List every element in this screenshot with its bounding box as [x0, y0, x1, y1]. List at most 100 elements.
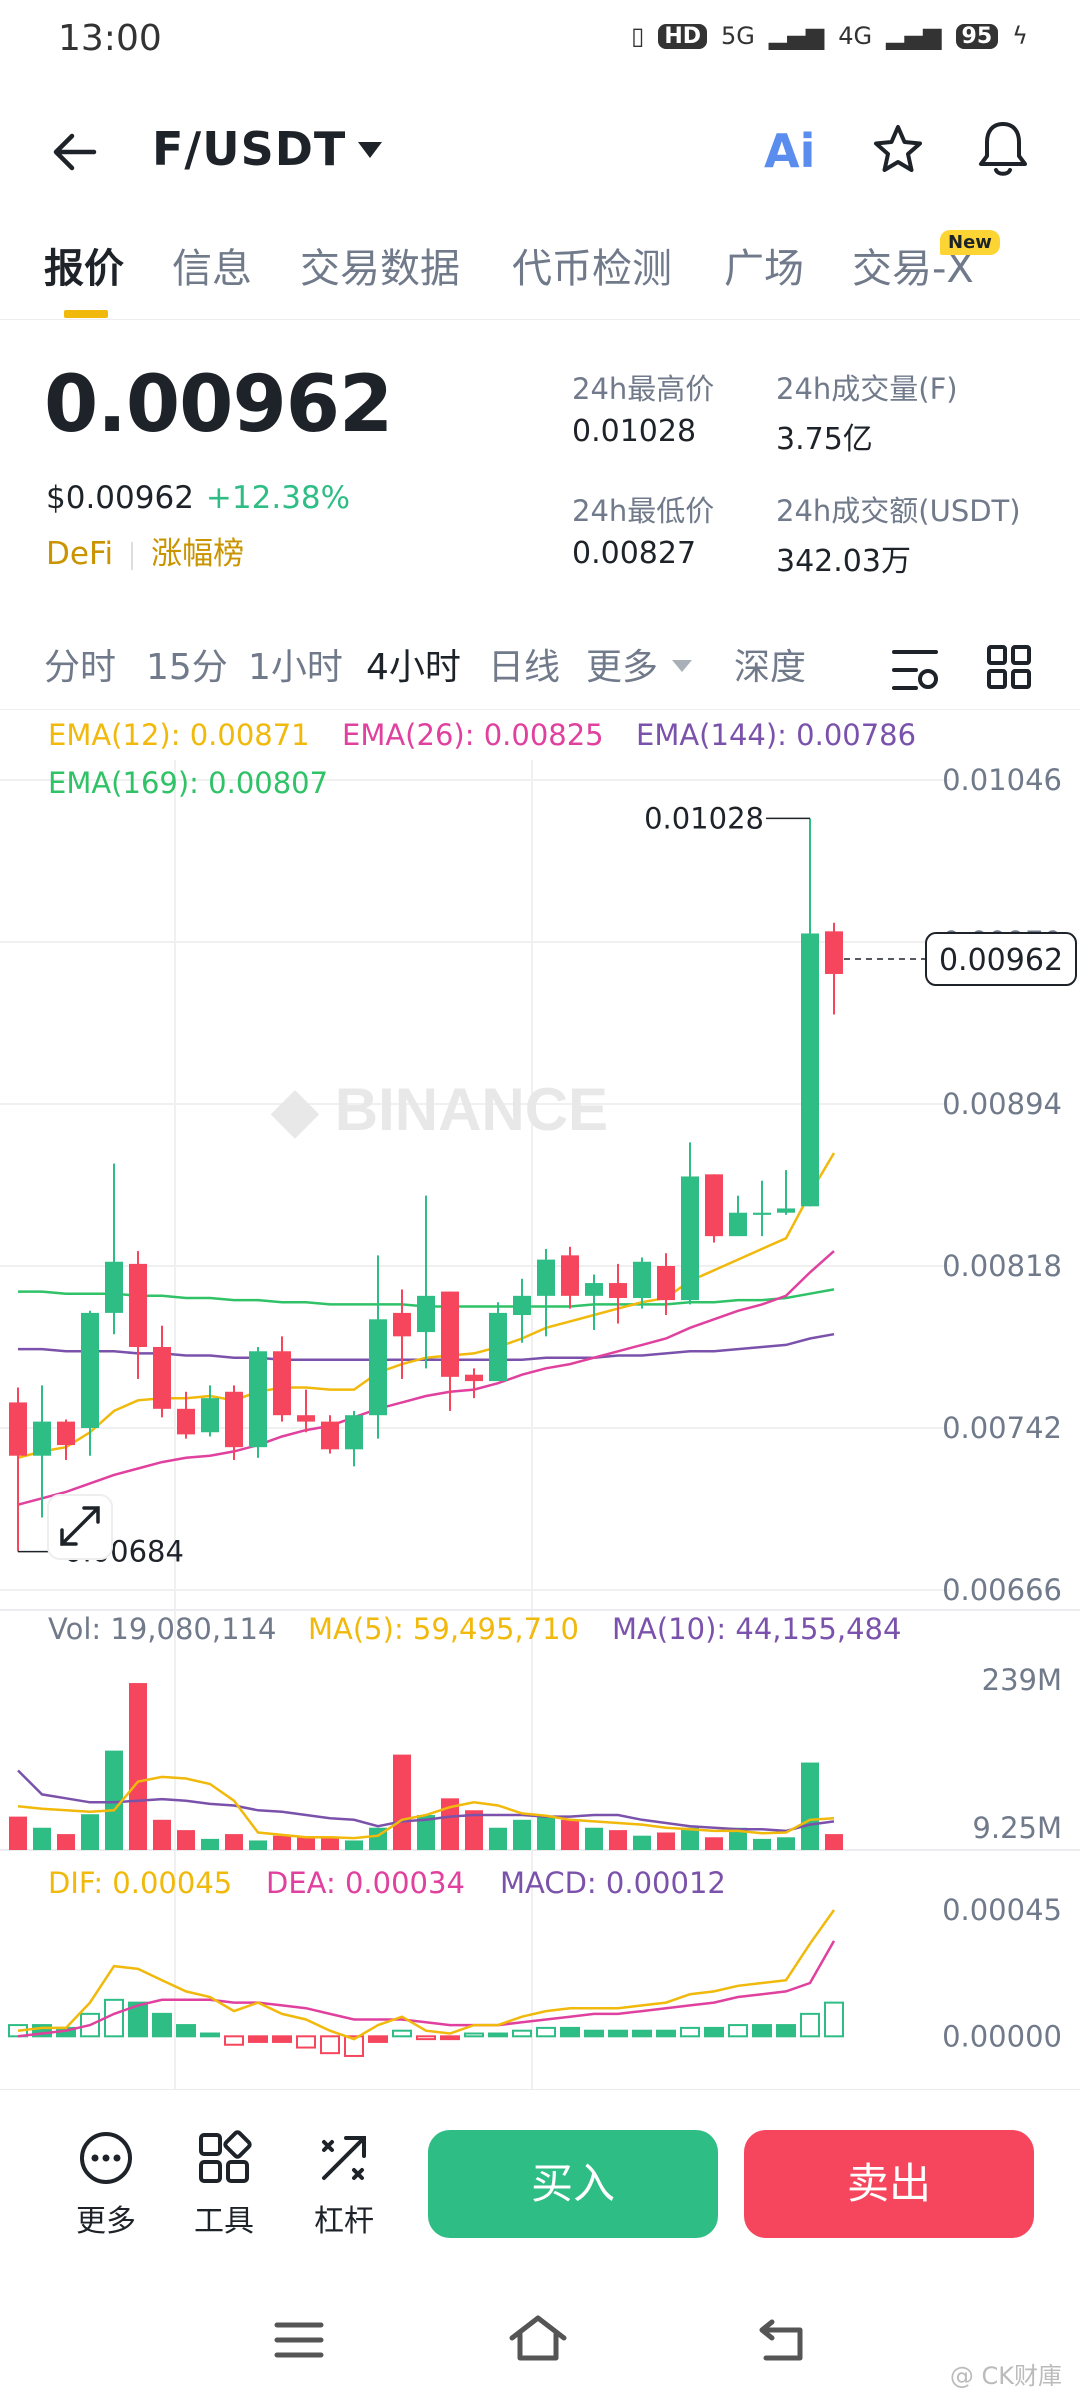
- caret-down-icon: [672, 660, 692, 672]
- leverage-button[interactable]: 杠杆: [294, 2130, 394, 2240]
- low-value: 0.00827: [572, 536, 697, 571]
- candle-up: [681, 1176, 699, 1301]
- back-nav-icon[interactable]: [754, 2314, 808, 2364]
- tag-divider: [131, 541, 134, 570]
- candle-down: [153, 1347, 171, 1409]
- fiat-price: $0.00962: [46, 480, 194, 516]
- volume-bar-up: [249, 1840, 267, 1850]
- volume-bar-down: [57, 1834, 75, 1850]
- interval-4h[interactable]: 4小时: [366, 647, 461, 688]
- volume-bar-up: [633, 1835, 651, 1850]
- macd-bar-down: [440, 2035, 460, 2041]
- volume-bar-up: [513, 1819, 531, 1850]
- status-icons: ▯ HD 5G ▂▄▆ 4G ▂▄▆ 95 ϟ: [631, 22, 1028, 50]
- candle-up: [729, 1212, 747, 1237]
- volume-bar-down: [441, 1798, 459, 1850]
- dea-line: [17, 1940, 836, 2038]
- macd-bar-up: [200, 2032, 220, 2038]
- volume-bar-up: [81, 1814, 99, 1850]
- tab-token-check[interactable]: 代币检测: [512, 246, 672, 292]
- tab-square[interactable]: 广场: [724, 246, 804, 292]
- charging-icon: ϟ: [1012, 22, 1028, 50]
- signal-bars-icon: ▂▄▆: [768, 22, 825, 50]
- ai-icon[interactable]: Ai: [764, 124, 816, 178]
- macd-bar-up: [152, 2012, 172, 2038]
- candle-up: [633, 1261, 651, 1298]
- legend-dea: DEA: 0.00034: [266, 1866, 465, 1900]
- volume-bar-down: [297, 1837, 315, 1850]
- interval-bar: 分时 15分 1小时 4小时 日线 更多 深度: [0, 630, 1080, 710]
- tab-quote[interactable]: 报价: [44, 246, 124, 292]
- chart-settings-icon[interactable]: [890, 646, 940, 694]
- interval-1d[interactable]: 日线: [488, 647, 561, 688]
- macd-axis-label: 0.00045: [942, 1893, 1062, 1927]
- pair-title[interactable]: F/USDT: [152, 122, 347, 176]
- new-badge: New: [940, 230, 1000, 255]
- price-axis-label: 0.00894: [942, 1087, 1062, 1121]
- grid-layout-icon[interactable]: [986, 644, 1032, 690]
- high-value: 0.01028: [572, 414, 697, 449]
- volume-bar-up: [537, 1816, 555, 1850]
- volume-bar-down: [321, 1838, 339, 1850]
- macd-bar-up: [584, 2029, 604, 2038]
- expand-icon: [60, 1506, 100, 1546]
- interval-time[interactable]: 分时: [44, 647, 117, 688]
- volume-bar-down: [153, 1819, 171, 1850]
- candle-down: [441, 1291, 459, 1377]
- interval-1h[interactable]: 1小时: [248, 647, 343, 688]
- kline-svg[interactable]: ◆ BINANCE0.010460.009700.008940.008180.0…: [0, 710, 1080, 2090]
- candle-down: [225, 1391, 243, 1448]
- candle-up: [753, 1212, 771, 1215]
- interval-more[interactable]: 更多: [586, 647, 659, 688]
- star-icon[interactable]: [870, 122, 926, 178]
- volume-bar-up: [753, 1838, 771, 1850]
- macd-bar-down: [368, 2035, 388, 2043]
- candle-down: [705, 1174, 723, 1237]
- candle-down: [273, 1351, 291, 1416]
- high-marker-label: 0.01028: [644, 801, 764, 835]
- price-axis-label: 0.00742: [942, 1411, 1062, 1445]
- price-change: +12.38%: [205, 480, 351, 516]
- price-axis-label: 0.00818: [942, 1249, 1062, 1283]
- caret-down-icon[interactable]: [356, 140, 384, 160]
- legend-vol-ma10: MA(10): 44,155,484: [612, 1612, 902, 1646]
- candle-down: [465, 1374, 483, 1382]
- menu-icon[interactable]: [274, 2320, 324, 2360]
- candle-up: [249, 1351, 267, 1448]
- battery-icon: 95: [955, 23, 999, 49]
- tag-gainers[interactable]: 涨幅榜: [151, 536, 245, 572]
- more-button[interactable]: 更多: [56, 2130, 156, 2240]
- volume-bar-up: [417, 1815, 435, 1850]
- macd-bar-up: [560, 2026, 580, 2038]
- buy-button[interactable]: 买入: [428, 2130, 718, 2238]
- fiat-price-row: $0.00962 +12.38%: [46, 480, 350, 516]
- tab-info[interactable]: 信息: [172, 246, 252, 292]
- macd-bar-up: [608, 2029, 628, 2038]
- signal-4g-icon: 4G: [838, 22, 873, 50]
- sell-button[interactable]: 卖出: [744, 2130, 1034, 2238]
- macd-bar-down: [296, 2035, 316, 2049]
- legend-ema169: EMA(169): 0.00807: [48, 766, 329, 800]
- tab-indicator: [64, 310, 108, 318]
- candle-down: [177, 1408, 195, 1435]
- tools-button[interactable]: 工具: [174, 2130, 274, 2240]
- tab-trade-data[interactable]: 交易数据: [300, 246, 460, 292]
- home-icon[interactable]: [506, 2312, 570, 2364]
- candle-down: [561, 1255, 579, 1296]
- macd-bar-down: [272, 2035, 292, 2043]
- macd-bar-up: [800, 2012, 820, 2038]
- back-arrow-icon[interactable]: [50, 128, 98, 176]
- volume-bar-up: [201, 1838, 219, 1850]
- candle-up: [201, 1398, 219, 1433]
- tag-defi[interactable]: DeFi: [46, 536, 114, 572]
- low-label: 24h最低价: [572, 494, 715, 528]
- macd-bar-up: [752, 2024, 772, 2038]
- bell-icon[interactable]: [974, 118, 1032, 180]
- interval-15m[interactable]: 15分: [146, 647, 228, 688]
- volume-bar-down: [273, 1835, 291, 1850]
- candle-down: [321, 1421, 339, 1450]
- kline-chart[interactable]: ◆ BINANCE0.010460.009700.008940.008180.0…: [0, 710, 1080, 2090]
- interval-depth[interactable]: 深度: [734, 647, 807, 688]
- macd-axis-label: 0.00000: [942, 2019, 1062, 2053]
- macd-bar-up: [824, 2001, 844, 2038]
